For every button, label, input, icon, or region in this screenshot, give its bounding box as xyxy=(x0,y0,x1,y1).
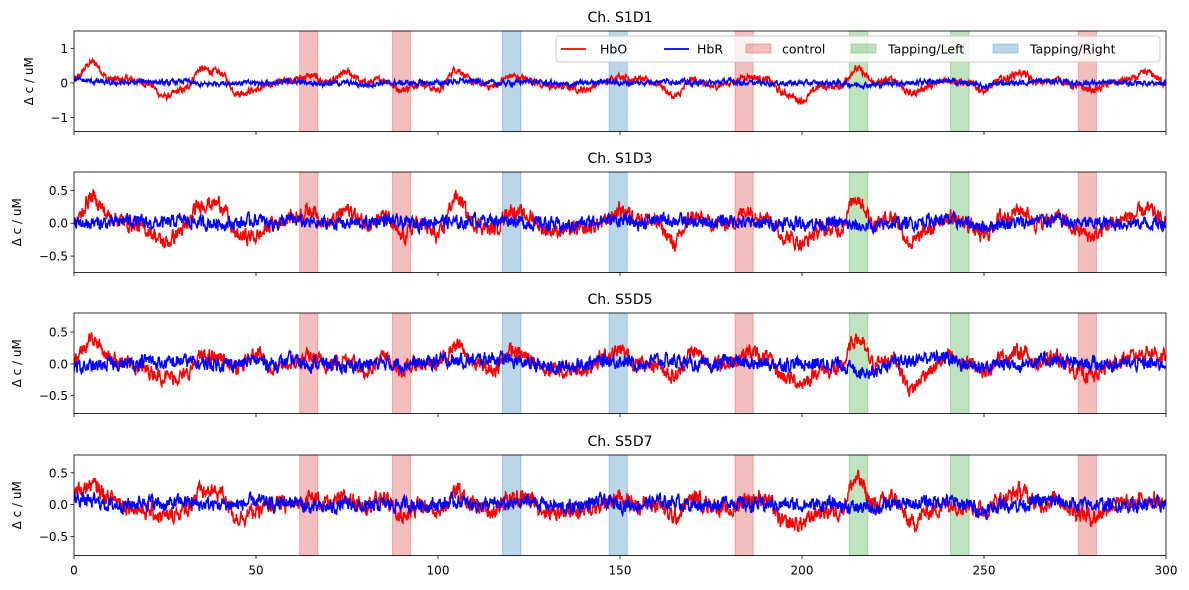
y-tick-label: −0.5 xyxy=(39,530,68,544)
y-tick-label: 0.0 xyxy=(49,217,68,231)
legend-label: HbR xyxy=(697,42,723,57)
subplot-title: Ch. S1D1 xyxy=(587,10,652,26)
x-tick-label: 150 xyxy=(609,564,632,578)
y-tick-label: −0.5 xyxy=(39,389,68,403)
legend-patch-swatch xyxy=(992,43,1019,54)
y-tick-label: 0.5 xyxy=(49,466,68,480)
x-tick-label: 300 xyxy=(1155,564,1178,578)
y-tick-label: 0.5 xyxy=(49,184,68,198)
subplot-3: Ch. S5D5 Δ c / uM −0.5 0.0 0.5 xyxy=(10,292,1167,417)
legend-item-hbr: HbR xyxy=(664,42,723,57)
legend-item-hbo: HbO xyxy=(561,42,627,57)
legend-label: HbO xyxy=(600,42,627,57)
y-tick-label: 0.0 xyxy=(49,498,68,512)
y-tick-label: 0.0 xyxy=(49,357,68,371)
series-hbr xyxy=(74,74,1166,91)
legend: HbO HbR control Tapping/Left Tapping/Right xyxy=(555,35,1161,63)
legend-patch-swatch xyxy=(850,43,877,54)
series-hbr xyxy=(74,210,1166,236)
legend-item-tapping-left: Tapping/Left xyxy=(850,42,964,57)
y-tick-label: 0 xyxy=(60,76,68,90)
legend-label: Tapping/Right xyxy=(1029,42,1116,57)
y-axis-label: Δ c / uM xyxy=(10,481,24,529)
legend-label: control xyxy=(782,42,825,57)
y-tick-label: −0.5 xyxy=(39,250,68,264)
legend-item-tapping-right: Tapping/Right xyxy=(992,42,1116,57)
y-axis-label: Δ c / uM xyxy=(22,57,36,105)
x-tick-label: 200 xyxy=(791,564,814,578)
subplot-title: Ch. S5D7 xyxy=(587,434,652,450)
subplot-1: Ch. S1D1 Δ c / uM −1 0 1 HbO HbR control Tapping… xyxy=(22,10,1167,135)
y-axis-label: Δ c / uM xyxy=(10,339,24,387)
y-tick-label: −1 xyxy=(50,111,68,125)
subplot-title: Ch. S5D5 xyxy=(587,292,652,308)
x-tick-label: 100 xyxy=(427,564,450,578)
legend-patch-swatch xyxy=(745,43,772,54)
y-tick-label: 0.5 xyxy=(49,326,68,340)
subplot-2: Ch. S1D3 Δ c / uM −0.5 0.0 0.5 xyxy=(10,151,1167,276)
event-span-tapping-left xyxy=(848,312,869,414)
subplot-title: Ch. S1D3 xyxy=(587,151,652,167)
series-hbo xyxy=(74,469,1166,534)
subplot-4: Ch. S5D7 Δ c / uM −0.5 0.0 0.5 0 50 100 150 200 25… xyxy=(10,434,1177,578)
legend-label: Tapping/Left xyxy=(887,42,964,57)
series-hbo xyxy=(74,56,1166,106)
legend-frame xyxy=(555,35,1161,63)
series-hbr xyxy=(74,490,1166,520)
x-tick-label: 50 xyxy=(248,564,263,578)
legend-item-control: control xyxy=(745,42,825,57)
x-tick-label: 0 xyxy=(70,564,78,578)
series-hbr xyxy=(74,348,1166,381)
x-tick-label: 250 xyxy=(973,564,996,578)
y-tick-label: 1 xyxy=(60,42,68,56)
y-axis-label: Δ c / uM xyxy=(10,198,24,246)
series-hbo xyxy=(74,187,1166,252)
